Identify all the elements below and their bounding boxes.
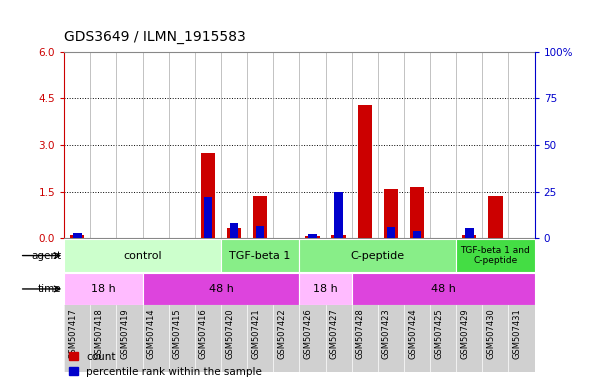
Text: 48 h: 48 h: [208, 284, 233, 294]
Text: GSM507421: GSM507421: [251, 309, 260, 359]
Text: GSM507426: GSM507426: [304, 309, 312, 359]
Bar: [230, 223, 238, 238]
Text: GSM507422: GSM507422: [277, 309, 287, 359]
Text: TGF-beta 1: TGF-beta 1: [230, 250, 291, 261]
Bar: [142, 273, 299, 305]
Text: GSM507428: GSM507428: [356, 309, 365, 359]
Bar: [384, 189, 398, 238]
Text: 48 h: 48 h: [431, 284, 456, 294]
Bar: [357, 105, 372, 238]
Bar: [308, 234, 316, 238]
Bar: [412, 231, 422, 238]
Bar: [299, 273, 352, 305]
Text: control: control: [123, 250, 162, 261]
Text: GSM507418: GSM507418: [94, 309, 103, 359]
Bar: [462, 235, 477, 238]
Bar: [227, 228, 241, 238]
Bar: [73, 233, 81, 238]
Text: GSM507419: GSM507419: [120, 309, 130, 359]
Text: GSM507415: GSM507415: [173, 309, 182, 359]
Bar: [64, 273, 142, 305]
Bar: [203, 197, 212, 238]
Bar: [221, 239, 299, 272]
Text: GSM507416: GSM507416: [199, 309, 208, 359]
Bar: [334, 192, 343, 238]
Text: GSM507420: GSM507420: [225, 309, 234, 359]
Bar: [256, 226, 265, 238]
Bar: [253, 197, 268, 238]
Bar: [331, 235, 346, 238]
Text: GSM507427: GSM507427: [329, 309, 338, 359]
Text: GSM507417: GSM507417: [68, 309, 77, 359]
Text: GDS3649 / ILMN_1915583: GDS3649 / ILMN_1915583: [64, 30, 246, 44]
Bar: [387, 227, 395, 238]
Text: C-peptide: C-peptide: [351, 250, 405, 261]
Bar: [456, 239, 535, 272]
Text: 18 h: 18 h: [91, 284, 115, 294]
Text: GSM507414: GSM507414: [147, 309, 156, 359]
Bar: [64, 239, 221, 272]
Text: GSM507423: GSM507423: [382, 309, 391, 359]
Text: GSM507429: GSM507429: [460, 309, 469, 359]
Bar: [306, 236, 320, 238]
Text: TGF-beta 1 and
C-peptide: TGF-beta 1 and C-peptide: [461, 246, 530, 265]
Legend: count, percentile rank within the sample: count, percentile rank within the sample: [70, 352, 262, 377]
Bar: [465, 228, 474, 238]
Text: time: time: [37, 284, 61, 294]
Bar: [488, 197, 503, 238]
Text: GSM507431: GSM507431: [513, 309, 522, 359]
Bar: [410, 187, 424, 238]
Bar: [201, 153, 215, 238]
Bar: [299, 239, 456, 272]
Text: GSM507430: GSM507430: [486, 309, 496, 359]
Text: agent: agent: [31, 250, 61, 261]
Text: 18 h: 18 h: [313, 284, 338, 294]
Bar: [352, 273, 535, 305]
Bar: [70, 235, 84, 238]
Text: GSM507425: GSM507425: [434, 309, 443, 359]
Text: GSM507424: GSM507424: [408, 309, 417, 359]
